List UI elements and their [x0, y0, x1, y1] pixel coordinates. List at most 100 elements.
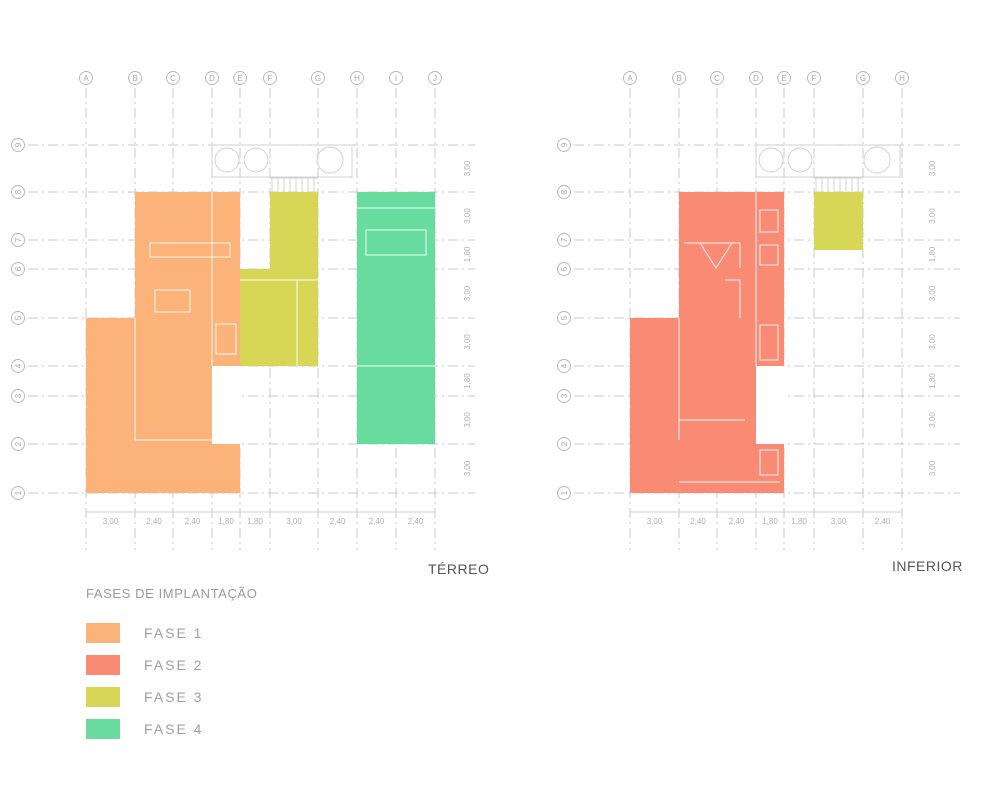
legend-item-fase-1: FASE 1: [86, 623, 336, 645]
inferior-row-dimension: 3,00: [928, 334, 937, 350]
terreo-col-label: D: [209, 74, 215, 83]
legend-swatch-fase-4: [86, 719, 120, 739]
inferior-row-dimension: 1,80: [928, 373, 937, 389]
terreo-row-marker-3: [11, 389, 25, 403]
inferior-col-label: H: [899, 74, 905, 83]
inferior-col-marker-G: [856, 71, 870, 85]
terreo-col-dimension: 3,00: [286, 517, 302, 526]
terreo-col-marker-B: [128, 71, 142, 85]
terreo-col-marker-E: [233, 71, 247, 85]
inferior-row-marker-7: [557, 233, 571, 247]
inferior-row-marker-4: [557, 359, 571, 373]
terreo-row-marker-2: [11, 437, 25, 451]
terreo-row-label: 3: [14, 393, 23, 398]
terreo-row-marker-4: [11, 359, 25, 373]
terreo-row-dimension: 1,80: [463, 373, 472, 389]
legend-item-fase-2: FASE 2: [86, 655, 336, 677]
terreo-row-dimension: 3,00: [463, 160, 472, 176]
inferior-col-label: G: [860, 74, 866, 83]
inferior-row-marker-2: [557, 437, 571, 451]
inferior-row-marker-1: [557, 486, 571, 500]
terreo-row-label: 4: [14, 363, 23, 368]
terreo-col-marker-A: [79, 71, 93, 85]
inferior-col-dimension: 2,40: [875, 517, 891, 526]
legend-label-fase-1: FASE 1: [144, 625, 204, 641]
inferior-row-dimension: 3,00: [928, 160, 937, 176]
terreo-row-label: 6: [14, 266, 23, 271]
inferior-col-label: E: [781, 74, 786, 83]
terreo-fase-4-area: [357, 192, 435, 444]
inferior-row-label: 2: [560, 441, 569, 446]
terreo-col-marker-J: [428, 71, 442, 85]
terreo-row-marker-6: [11, 262, 25, 276]
legend-swatch-fase-1: [86, 623, 120, 643]
inferior-dimensions: 3,00 2,40 2,40 1,80 1,80 3,00 2,40 3,00 3,00 1,80…: [630, 160, 937, 526]
terreo-row-label: 5: [14, 315, 23, 320]
terreo-col-dimension: 2,40: [408, 517, 424, 526]
terreo-row-label: 2: [14, 441, 23, 446]
terreo-row-dimension: 3,00: [463, 285, 472, 301]
terreo-col-dimension: 2,40: [330, 517, 346, 526]
legend-label-fase-4: FASE 4: [144, 721, 204, 737]
terreo-row-label: 8: [14, 189, 23, 194]
plan-title-inferior: INFERIOR: [892, 558, 963, 574]
inferior-col-label: A: [627, 74, 633, 83]
terreo-col-label: G: [315, 74, 321, 83]
terreo-col-dimension: 1,80: [247, 517, 263, 526]
inferior-row-label: 3: [560, 393, 569, 398]
terreo-walls: [134, 192, 435, 441]
inferior-row-marker-3: [557, 389, 571, 403]
terreo-col-label: B: [132, 74, 137, 83]
inferior-row-marker-5: [557, 311, 571, 325]
terreo-col-marker-D: [205, 71, 219, 85]
inferior-row-dimension: 3,00: [928, 412, 937, 428]
inferior-col-marker-C: [710, 71, 724, 85]
inferior-col-label: D: [753, 74, 759, 83]
inferior-row-marker-6: [557, 262, 571, 276]
terreo-col-label: E: [237, 74, 242, 83]
inferior-col-marker-D: [749, 71, 763, 85]
inferior-col-dimension: 1,80: [762, 517, 778, 526]
plan-terreo: A B C D E F G H I J 1 2 3 4 5 6 7 8 9 3,00 2,40 2,40 1,80 1,80…: [11, 71, 475, 550]
terreo-row-label: 9: [14, 142, 23, 147]
inferior-col-label: B: [676, 74, 681, 83]
inferior-row-dimension: 3,00: [928, 208, 937, 224]
inferior-row-label: 6: [560, 266, 569, 271]
inferior-col-dimension: 3,00: [647, 517, 663, 526]
terreo-col-label: I: [395, 74, 397, 83]
terreo-col-label: F: [268, 74, 273, 83]
legend-label-fase-2: FASE 2: [144, 657, 204, 673]
terreo-col-marker-C: [166, 71, 180, 85]
terreo-row-dimension: 3,00: [463, 334, 472, 350]
legend-swatch-fase-3: [86, 687, 120, 707]
terreo-col-label: C: [170, 74, 176, 83]
terreo-col-label: H: [354, 74, 360, 83]
inferior-walls: [678, 192, 780, 483]
inferior-row-dimension: 3,00: [928, 285, 937, 301]
inferior-phase-areas: [630, 192, 863, 493]
inferior-site-outline: [755, 144, 901, 192]
inferior-cut-1: [756, 366, 785, 444]
terreo-fase-1-area: [86, 192, 240, 493]
inferior-row-label: 4: [560, 363, 569, 368]
inferior-row-label: 9: [560, 142, 569, 147]
inferior-row-marker-8: [557, 185, 571, 199]
terreo-row-dimension: 3,00: [463, 208, 472, 224]
inferior-col-marker-H: [895, 71, 909, 85]
terreo-col-dimension: 2,40: [185, 517, 201, 526]
terreo-col-label: A: [83, 74, 89, 83]
terreo-row-label: 1: [14, 490, 23, 495]
inferior-col-label: C: [714, 74, 720, 83]
terreo-row-label: 7: [14, 237, 23, 242]
inferior-col-dimension: 3,00: [831, 517, 847, 526]
terreo-col-marker-G: [311, 71, 325, 85]
terreo-row-dimension: 3,00: [463, 460, 472, 476]
terreo-row-marker-1: [11, 486, 25, 500]
legend-item-fase-3: FASE 3: [86, 687, 336, 709]
legend-label-fase-3: FASE 3: [144, 689, 204, 705]
terreo-col-dimension: 2,40: [369, 517, 385, 526]
inferior-fase-2-area: [630, 192, 784, 493]
inferior-row-label: 7: [560, 237, 569, 242]
